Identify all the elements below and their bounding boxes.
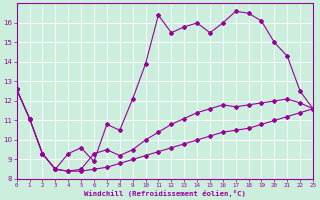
X-axis label: Windchill (Refroidissement éolien,°C): Windchill (Refroidissement éolien,°C)	[84, 190, 246, 197]
